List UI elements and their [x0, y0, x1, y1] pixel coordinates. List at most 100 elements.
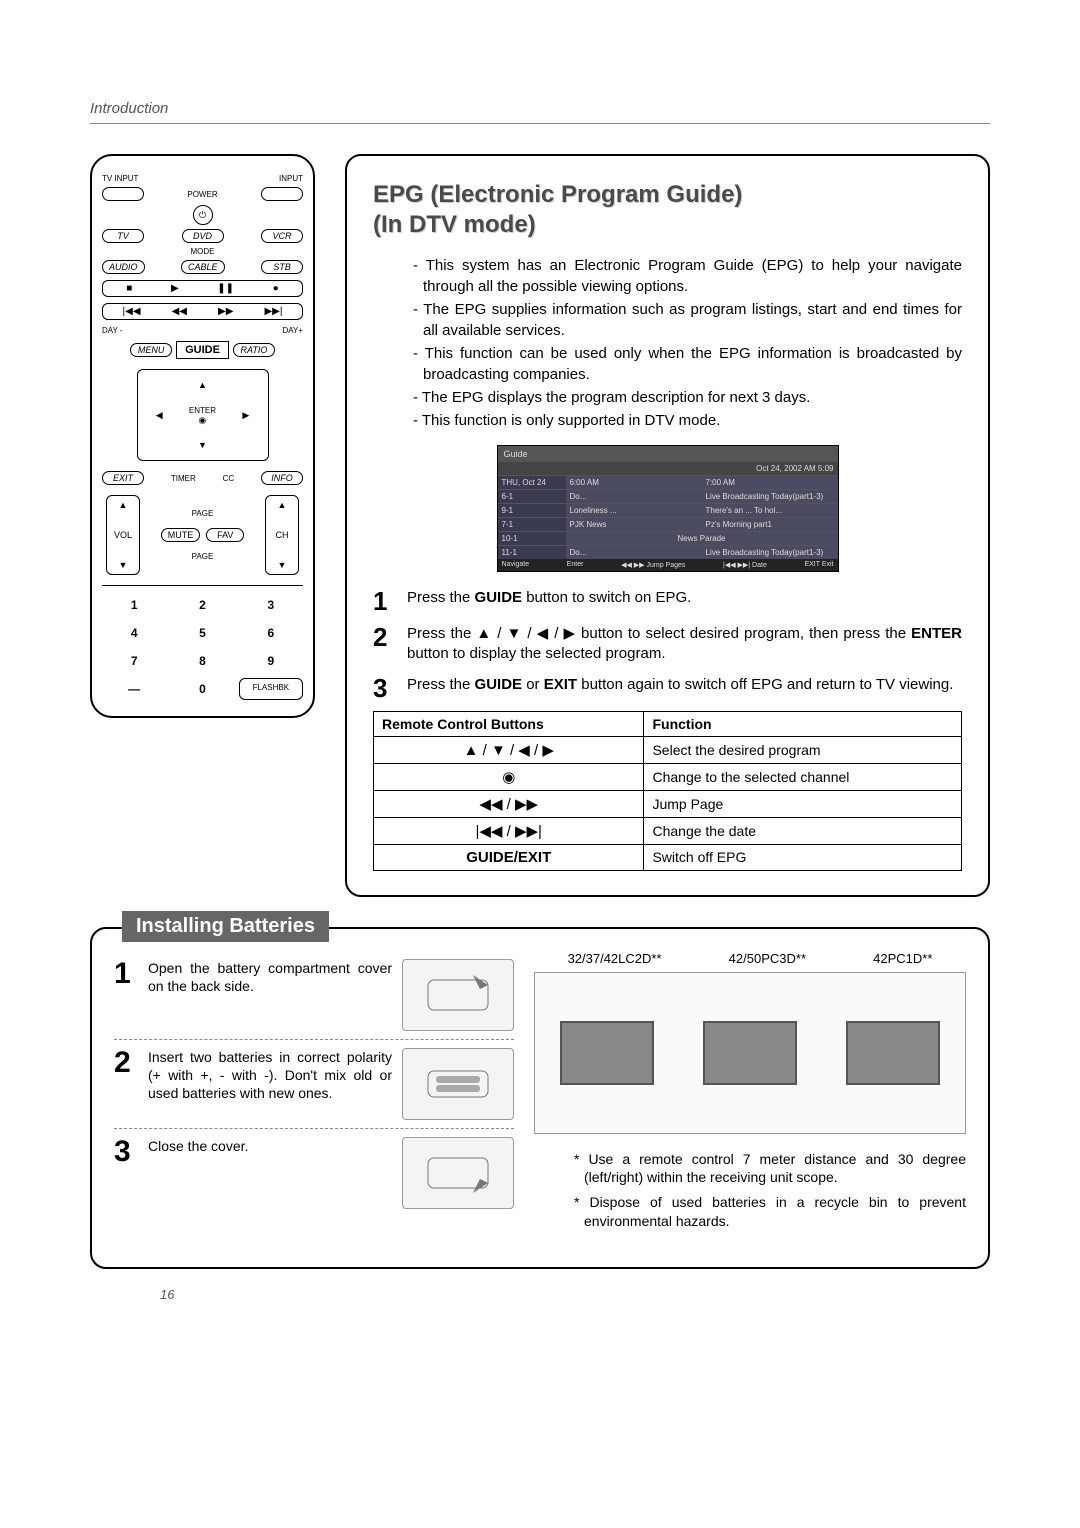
step-text: Open the battery compartment cover on th…	[148, 959, 392, 995]
epg-row-ch: 7-1	[498, 518, 566, 531]
table-cell: Jump Page	[644, 790, 962, 817]
enter-label: ENTER	[189, 406, 216, 415]
pause-icon: ❚❚	[217, 283, 234, 294]
num-7: 7	[102, 650, 166, 672]
battery-steps: 1 Open the battery compartment cover on …	[114, 951, 514, 1246]
num-5: 5	[170, 622, 234, 644]
remote-illustration: TV INPUT INPUT POWER ⏻ TV DVD VCR MODE	[90, 154, 315, 897]
prev-icon: |◀◀	[123, 306, 141, 317]
exit-button: EXIT	[102, 471, 144, 485]
fav-button: FAV	[206, 528, 244, 542]
mode-label: MODE	[102, 247, 303, 256]
table-cell: Change the date	[644, 817, 962, 844]
transport-row-1: ■ ▶ ❚❚ ●	[102, 280, 303, 297]
left-arrow-icon: ◀	[156, 410, 163, 421]
page-up-label: PAGE	[192, 509, 214, 518]
main-row: TV INPUT INPUT POWER ⏻ TV DVD VCR MODE	[90, 154, 990, 897]
up-arrow-icon: ▲	[198, 380, 207, 390]
ratio-button: RATIO	[233, 343, 275, 357]
table-cell: Select the desired program	[644, 736, 962, 763]
table-cell: |◀◀ / ▶▶|	[374, 817, 644, 844]
stop-icon: ■	[126, 283, 132, 294]
audio-button: AUDIO	[102, 260, 145, 274]
num-0: 0	[170, 678, 234, 700]
num-dash: —	[102, 678, 166, 700]
manual-page: Introduction TV INPUT INPUT POWER ⏻ TV	[0, 0, 1080, 1342]
num-9: 9	[239, 650, 303, 672]
ch-label: CH	[276, 530, 289, 540]
epg-ss-footer: ◀◀ ▶▶ Jump Pages	[621, 561, 685, 569]
vol-label: VOL	[114, 530, 132, 540]
input-button	[261, 187, 303, 201]
rew-icon: ◀◀	[172, 306, 187, 317]
epg-row-prog: Live Broadcasting Today(part1-3)	[702, 546, 838, 559]
epg-ss-header: Guide	[498, 446, 838, 462]
ch-down-icon: ▼	[278, 560, 287, 570]
epg-title-line1: EPG (Electronic Program Guide)	[373, 181, 742, 208]
epg-ss-footer: Navigate	[502, 561, 530, 569]
play-icon: ▶	[171, 283, 179, 294]
epg-ss-time2: 7:00 AM	[702, 476, 838, 489]
num-2: 2	[170, 594, 234, 616]
power-label: POWER	[187, 190, 217, 199]
num-8: 8	[170, 650, 234, 672]
right-arrow-icon: ▶	[242, 410, 249, 421]
timer-label: TIMER	[171, 474, 196, 483]
day-minus-label: DAY -	[102, 326, 123, 335]
vcr-mode-button: VCR	[261, 229, 303, 243]
epg-row-prog: Do...	[566, 490, 702, 503]
table-cell: ◉	[374, 763, 644, 790]
transport-row-2: |◀◀ ◀◀ ▶▶ ▶▶|	[102, 303, 303, 320]
epg-row-prog: Live Broadcasting Today(part1-3)	[702, 490, 838, 503]
record-icon: ●	[273, 283, 279, 294]
table-header: Function	[644, 711, 962, 736]
function-table: Remote Control Buttons Function ▲ / ▼ / …	[373, 711, 962, 871]
battery-note: * Dispose of used batteries in a recycle…	[574, 1193, 966, 1231]
step-text: Press the GUIDE or EXIT button again to …	[407, 675, 953, 701]
tv-icon	[846, 1021, 940, 1085]
epg-row-ch: 11-1	[498, 546, 566, 559]
epg-row-ch: 10-1	[498, 532, 566, 545]
page-down-label: PAGE	[192, 552, 214, 561]
vol-up-icon: ▲	[119, 500, 128, 510]
remote-body: TV INPUT INPUT POWER ⏻ TV DVD VCR MODE	[90, 154, 315, 718]
numpad: 1 2 3 4 5 6 7 8 9 — 0 FLASHBK	[102, 585, 303, 700]
tv-input-button	[102, 187, 144, 201]
epg-bullet: - This system has an Electronic Program …	[413, 255, 962, 297]
num-3: 3	[239, 594, 303, 616]
guide-button: GUIDE	[176, 341, 229, 359]
section-header: Introduction	[90, 100, 990, 124]
epg-steps: 1Press the GUIDE button to switch on EPG…	[373, 588, 962, 701]
tv-model: 42PC1D**	[873, 951, 932, 966]
battery-step-image	[402, 959, 514, 1031]
epg-row-prog: Do...	[566, 546, 702, 559]
tv-mode-button: TV	[102, 229, 144, 243]
num-4: 4	[102, 622, 166, 644]
flashbk-button: FLASHBK	[239, 678, 303, 700]
ff-icon: ▶▶	[218, 306, 233, 317]
epg-screenshot: Guide Oct 24, 2002 AM 5:09 THU, Oct 24 6…	[497, 445, 839, 572]
epg-row-ch: 6-1	[498, 490, 566, 503]
mute-button: MUTE	[161, 528, 201, 542]
num-6: 6	[239, 622, 303, 644]
epg-row-prog: There's an ... To hol...	[702, 504, 838, 517]
epg-panel: EPG (Electronic Program Guide) (In DTV m…	[345, 154, 990, 897]
epg-ss-timestamp: Oct 24, 2002 AM 5:09	[498, 462, 838, 475]
epg-ss-footer: EXIT Exit	[804, 561, 833, 569]
num-1: 1	[102, 594, 166, 616]
enter-icon: ◉	[199, 415, 207, 425]
ch-up-icon: ▲	[278, 500, 287, 510]
step-number: 2	[114, 1048, 138, 1078]
epg-ss-footer: |◀◀ ▶▶| Date	[723, 561, 767, 569]
page-number: 16	[160, 1287, 990, 1302]
epg-row-prog: Loneliness ...	[566, 504, 702, 517]
step-text: Press the ▲ / ▼ / ◀ / ▶ button to select…	[407, 624, 962, 665]
epg-title-line2: (In DTV mode)	[373, 211, 536, 238]
table-cell: Change to the selected channel	[644, 763, 962, 790]
epg-ss-time1: 6:00 AM	[566, 476, 702, 489]
epg-bullet: - This function can be used only when th…	[413, 343, 962, 385]
epg-row-prog: Pz's Morning part1	[702, 518, 838, 531]
epg-title: EPG (Electronic Program Guide) (In DTV m…	[373, 180, 962, 240]
tv-icon	[703, 1021, 797, 1085]
epg-ss-footer: Enter	[567, 561, 584, 569]
